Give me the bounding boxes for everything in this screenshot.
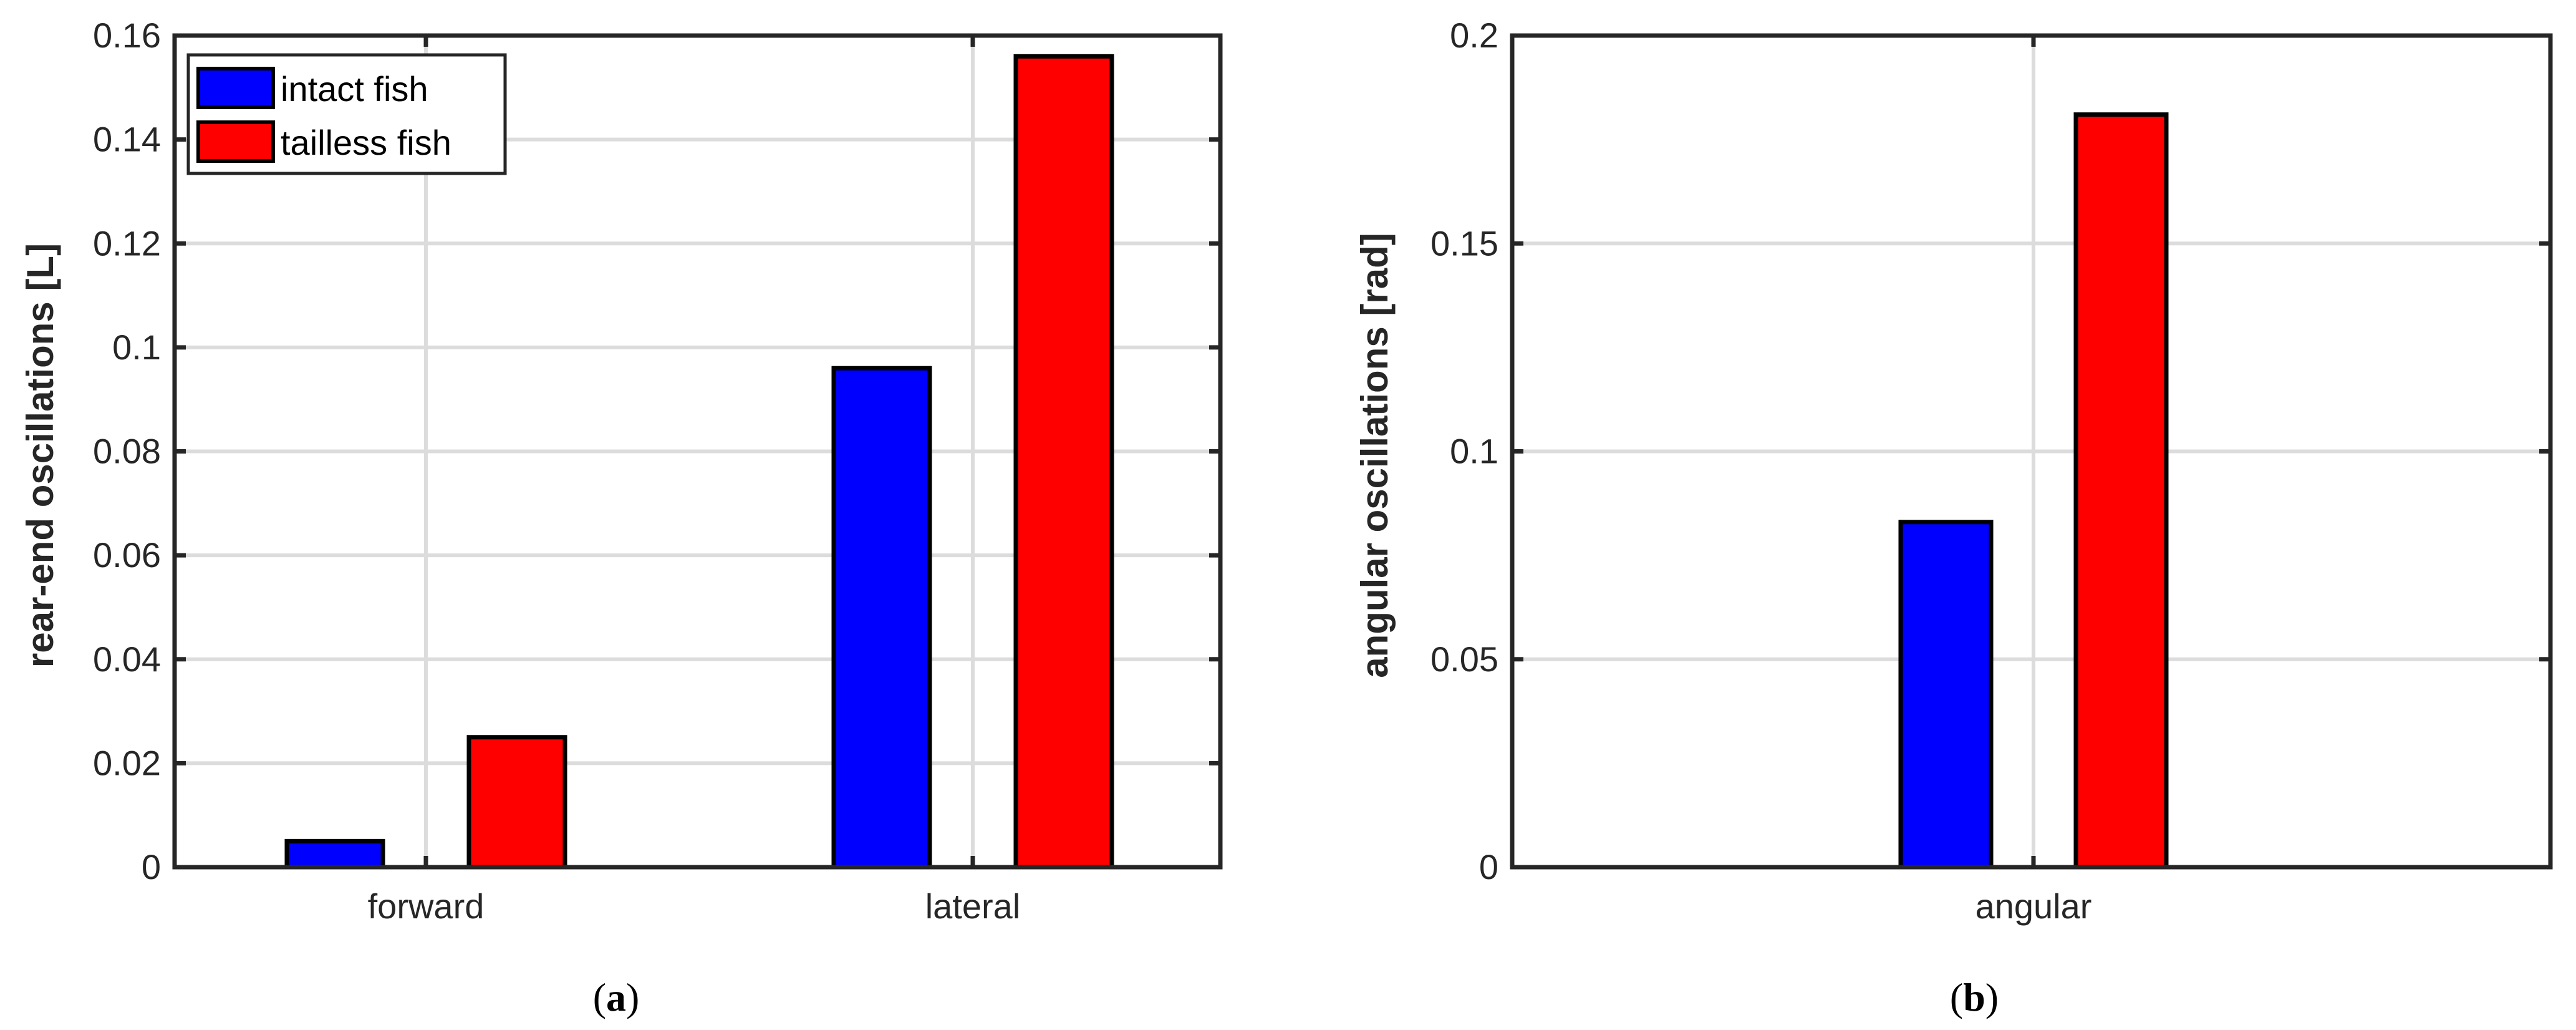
panel-b-ticks: 0 0.05 0.1 0.15 0.2 angular <box>1430 16 2550 926</box>
panel-a-caption-letter: a <box>606 975 626 1019</box>
panel-a-y-tick-label: 0.08 <box>93 432 161 471</box>
panel-a-chart: 0 0.02 0.04 0.06 0.08 0.1 0.12 0.14 0.16 forward l… <box>19 16 1223 1019</box>
panel-b-y-tick-label: 0.2 <box>1450 16 1498 55</box>
panel-b-grid <box>1512 36 2550 867</box>
panel-a-y-axis-title: rear-end oscillations [L] <box>19 243 61 668</box>
panel-a-bar-lateral-tailless <box>1013 54 1114 870</box>
panel-a-legend-swatch-tailless <box>196 120 275 163</box>
panel-b-y-tick-label: 0.1 <box>1450 432 1498 471</box>
panel-a-y-tick-label: 0.06 <box>93 535 161 575</box>
panel-b-bar-angular-tailless <box>2073 112 2169 870</box>
panel-b-caption-letter: b <box>1963 975 1985 1019</box>
panel-a-legend-label-intact: intact fish <box>281 69 428 109</box>
panel-a-y-tick-label: 0 <box>142 847 161 887</box>
panel-a-legend-swatch-intact <box>196 67 275 109</box>
panel-b-y-tick-label: 0.05 <box>1430 639 1498 679</box>
panel-b-bars <box>1898 112 2169 870</box>
panel-a-bar-forward-intact <box>284 838 385 870</box>
panel-b-y-tick-label: 0.15 <box>1430 223 1498 263</box>
panel-a-y-tick-label: 0.12 <box>93 223 161 263</box>
panel-a-y-tick-label: 0.16 <box>93 16 161 55</box>
panel-a-ticks: 0 0.02 0.04 0.06 0.08 0.1 0.12 0.14 0.16 forward l… <box>93 16 1220 926</box>
panel-b-bar-angular-intact <box>1898 520 1994 870</box>
panel-a-bars <box>284 54 1114 870</box>
panel-a-x-tick-label-lateral: lateral <box>925 887 1021 926</box>
panel-a-bar-lateral-intact <box>831 366 932 870</box>
panel-a-y-tick-label: 0.14 <box>93 120 161 159</box>
panel-b-x-tick-label-angular: angular <box>1975 887 2092 926</box>
panel-a-legend: intact fish tailless fish <box>186 53 507 175</box>
panel-a-y-tick-label: 0.02 <box>93 743 161 782</box>
panel-b-caption: (b) <box>1950 975 1999 1019</box>
panel-a-y-tick-label: 0.04 <box>93 639 161 679</box>
panel-a-caption: (a) <box>593 975 640 1019</box>
panel-b-chart: 0 0.05 0.1 0.15 0.2 angular angular oscillati… <box>1354 16 2553 1019</box>
panel-a-y-tick-label: 0.1 <box>112 328 161 367</box>
panel-a-bar-forward-tailless <box>466 735 567 870</box>
panel-a-legend-label-tailless: tailless fish <box>281 123 451 162</box>
panel-b-y-axis-title: angular oscillations [rad] <box>1354 233 1396 678</box>
panel-b-y-tick-label: 0 <box>1479 847 1498 887</box>
panel-a-x-tick-label-forward: forward <box>368 887 485 926</box>
